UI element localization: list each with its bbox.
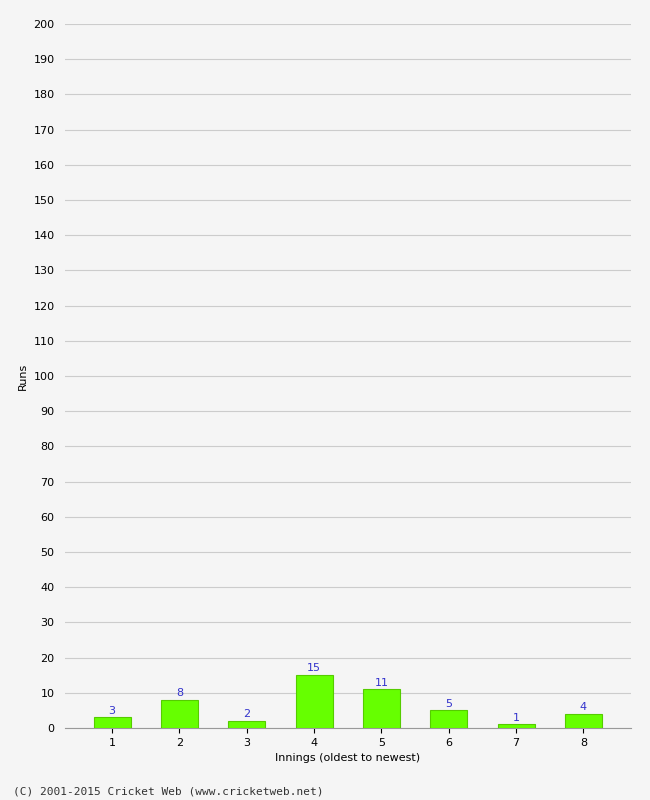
X-axis label: Innings (oldest to newest): Innings (oldest to newest): [275, 754, 421, 763]
Text: 2: 2: [243, 710, 250, 719]
Bar: [363, 690, 400, 728]
Bar: [94, 718, 131, 728]
Bar: [430, 710, 467, 728]
Text: 8: 8: [176, 688, 183, 698]
Bar: [497, 725, 534, 728]
Text: 3: 3: [109, 706, 116, 716]
Text: 11: 11: [374, 678, 389, 687]
Y-axis label: Runs: Runs: [18, 362, 28, 390]
Bar: [161, 700, 198, 728]
Text: 4: 4: [580, 702, 587, 712]
Text: (C) 2001-2015 Cricket Web (www.cricketweb.net): (C) 2001-2015 Cricket Web (www.cricketwe…: [13, 786, 324, 796]
Text: 15: 15: [307, 663, 321, 674]
Bar: [565, 714, 602, 728]
Bar: [296, 675, 333, 728]
Text: 1: 1: [513, 713, 519, 722]
Bar: [228, 721, 265, 728]
Text: 5: 5: [445, 698, 452, 709]
